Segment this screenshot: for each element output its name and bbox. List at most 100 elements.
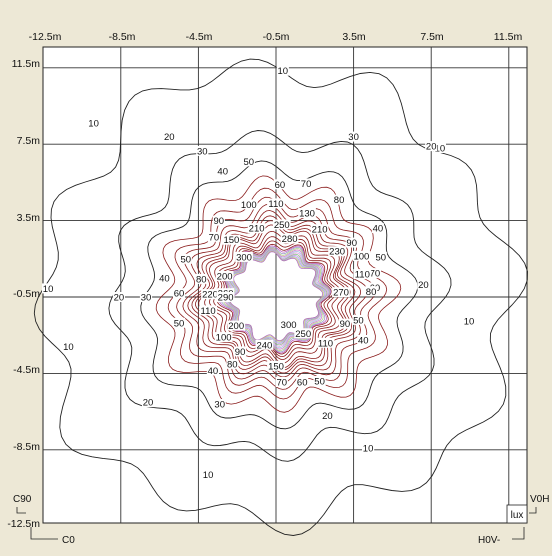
- isolux-contour-20: [108, 130, 452, 462]
- contour-label-background: [216, 165, 229, 176]
- contour-label-background: [139, 292, 153, 302]
- contour-label: 50: [353, 315, 364, 326]
- contour-label-background: [276, 65, 289, 76]
- contour-label-background: [298, 208, 316, 218]
- contour-label-background: [417, 279, 430, 290]
- contour-label-background: [371, 223, 384, 234]
- contour-label: 130: [299, 209, 315, 220]
- y-tick-label: -4.5m: [13, 364, 40, 376]
- contour-label: 240: [256, 340, 272, 351]
- contour-label: 230: [329, 247, 345, 258]
- contour-label-background: [267, 198, 285, 209]
- contour-label: 10: [203, 470, 214, 481]
- contour-label: 250: [274, 220, 290, 231]
- x-tick-label: 3.5m: [342, 31, 366, 43]
- units-box: [506, 504, 528, 524]
- contour-label: 20: [114, 293, 125, 304]
- contour-label: 40: [159, 273, 170, 284]
- x-axis-ticks: -12.5m -8.5m -4.5m -0.5m 3.5m 7.5m 11.5m: [29, 31, 523, 43]
- contour-label: 70: [370, 269, 381, 280]
- contour-label-background: [215, 271, 234, 281]
- contour-label-background: [214, 332, 233, 343]
- contour-label-background: [347, 131, 360, 142]
- contour-label: 80: [334, 195, 345, 206]
- contour-label-background: [338, 318, 351, 329]
- contour-label: 30: [348, 132, 359, 143]
- contour-label: 100: [353, 251, 369, 262]
- contour-label-background: [255, 339, 274, 350]
- c0-label: C0: [62, 535, 75, 546]
- contour-label-background: [272, 219, 291, 230]
- c90-arrow: [16, 507, 26, 514]
- contour-label: 70: [209, 232, 220, 243]
- y-tick-label: 11.5m: [12, 58, 41, 70]
- contour-label: 110: [268, 199, 283, 210]
- contour-label: 150: [223, 235, 239, 246]
- contour-label: 60: [174, 289, 185, 300]
- contour-label-background: [352, 250, 371, 261]
- contour-label-background: [172, 317, 186, 328]
- x-tick-label: 11.5m: [494, 31, 523, 43]
- contour-label: 100: [216, 333, 232, 344]
- contour-label: 110: [201, 306, 216, 317]
- contour-label: 10: [278, 66, 289, 77]
- contour-label: 50: [244, 157, 255, 168]
- contour-label: 40: [208, 366, 219, 377]
- contour-label-background: [163, 131, 176, 142]
- contour-label: 10: [435, 144, 446, 155]
- contour-label-background: [332, 194, 346, 205]
- contour-label-background: [345, 237, 358, 248]
- contour-label-background: [247, 223, 266, 234]
- contour-label: 60: [297, 378, 308, 389]
- contour-label-background: [179, 253, 192, 264]
- contour-label-background: [206, 365, 219, 376]
- c0-arrow: [30, 527, 58, 540]
- contour-label-background: [202, 469, 215, 480]
- y-axis-ticks: 11.5m 7.5m 3.5m -0.5m -4.5m -8.5m -12.5m: [7, 58, 40, 530]
- contour-label-background: [300, 178, 313, 189]
- units-label: lux: [511, 510, 524, 521]
- isolux-contour-100: [195, 220, 351, 371]
- contour-label-background: [239, 199, 258, 210]
- contour-label: 10: [63, 342, 74, 353]
- contour-label: 90: [214, 216, 225, 227]
- contour-label-background: [196, 145, 209, 156]
- contour-label-background: [213, 399, 226, 409]
- contour-label: 20: [143, 398, 154, 409]
- contour-label: 80: [227, 359, 238, 370]
- contour-label: 300: [281, 320, 297, 331]
- contour-label: 80: [196, 274, 207, 285]
- contour-label: 10: [464, 316, 475, 327]
- contour-label-background: [87, 118, 100, 129]
- contour-label: 250: [295, 329, 311, 340]
- v0h-arrow: [529, 507, 537, 514]
- contour-label-background: [235, 251, 253, 262]
- contour-label-background: [62, 341, 75, 352]
- contour-label: 100: [241, 200, 257, 211]
- x-tick-label: -12.5m: [29, 31, 62, 43]
- contour-label-background: [368, 268, 381, 279]
- contour-label-background: [313, 376, 326, 386]
- contour-label: 30: [197, 146, 208, 157]
- contour-label-background: [362, 442, 375, 453]
- contour-label: 300: [236, 252, 252, 263]
- contour-label: 20: [322, 411, 333, 422]
- contour-label-background: [273, 179, 286, 190]
- contour-label-background: [207, 231, 220, 242]
- contour-label: 20: [164, 132, 175, 143]
- y-tick-label: -8.5m: [13, 441, 40, 453]
- contour-label-background: [294, 328, 313, 339]
- isolux-contour-70: [182, 204, 369, 383]
- contour-label-background: [316, 337, 335, 348]
- contour-label-background: [296, 377, 309, 387]
- contour-label-background: [226, 358, 239, 369]
- x-tick-label: -4.5m: [186, 31, 213, 43]
- contour-label-background: [328, 246, 346, 257]
- contour-label-background: [433, 143, 446, 153]
- contour-label: 90: [346, 238, 357, 249]
- contour-label: 50: [181, 254, 192, 265]
- contour-label-background: [227, 320, 246, 331]
- contour-label-background: [222, 234, 241, 245]
- contour-labels: 1010101010101010202020202020303030304040…: [42, 65, 476, 481]
- x-tick-label: -0.5m: [263, 31, 290, 43]
